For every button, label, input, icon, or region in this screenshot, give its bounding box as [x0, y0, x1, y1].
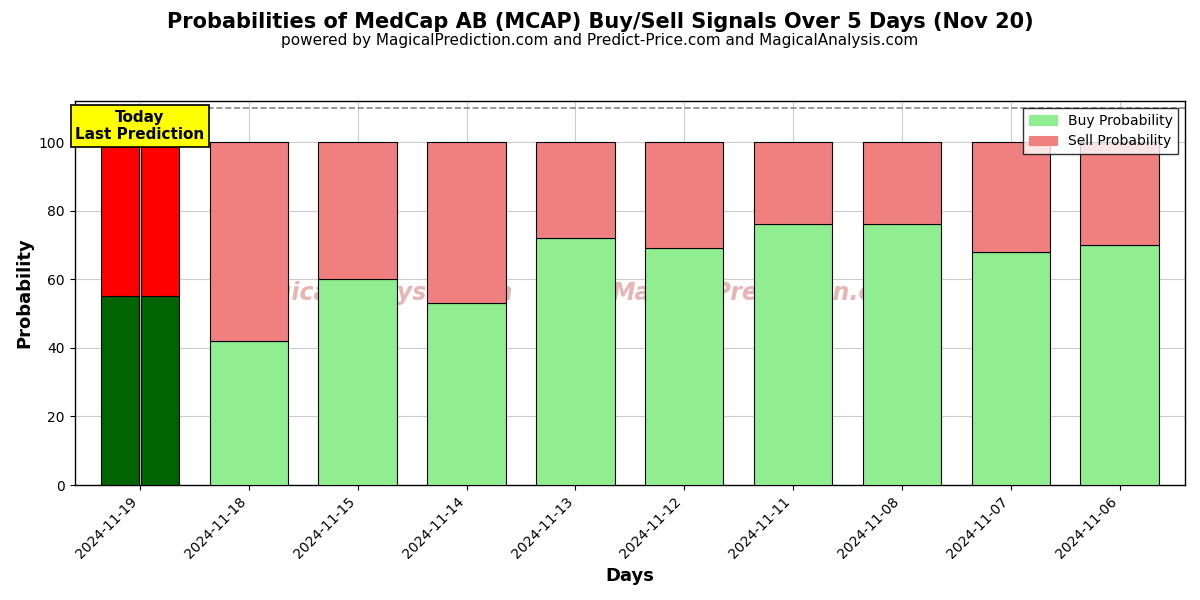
- Bar: [101, 142, 139, 296]
- Bar: [863, 224, 941, 485]
- Bar: [140, 142, 179, 296]
- Bar: [210, 142, 288, 341]
- Bar: [140, 296, 179, 485]
- Bar: [863, 142, 941, 224]
- Bar: [754, 224, 833, 485]
- Bar: [1080, 142, 1159, 245]
- Text: MagicalPrediction.com: MagicalPrediction.com: [612, 281, 914, 305]
- Legend: Buy Probability, Sell Probability: Buy Probability, Sell Probability: [1024, 108, 1178, 154]
- Bar: [536, 142, 614, 238]
- Bar: [754, 142, 833, 224]
- Bar: [318, 142, 397, 280]
- Y-axis label: Probability: Probability: [16, 238, 34, 349]
- Text: Today
Last Prediction: Today Last Prediction: [76, 110, 204, 142]
- Bar: [210, 341, 288, 485]
- Bar: [427, 304, 505, 485]
- Bar: [536, 238, 614, 485]
- Text: Probabilities of MedCap AB (MCAP) Buy/Sell Signals Over 5 Days (Nov 20): Probabilities of MedCap AB (MCAP) Buy/Se…: [167, 12, 1033, 32]
- Bar: [318, 280, 397, 485]
- Bar: [646, 142, 724, 248]
- Bar: [1080, 245, 1159, 485]
- Bar: [972, 252, 1050, 485]
- Bar: [427, 142, 505, 304]
- Bar: [101, 296, 139, 485]
- Text: powered by MagicalPrediction.com and Predict-Price.com and MagicalAnalysis.com: powered by MagicalPrediction.com and Pre…: [281, 33, 919, 48]
- Bar: [972, 142, 1050, 252]
- X-axis label: Days: Days: [605, 567, 654, 585]
- Text: MagicalAnalysis.com: MagicalAnalysis.com: [235, 281, 514, 305]
- Bar: [646, 248, 724, 485]
